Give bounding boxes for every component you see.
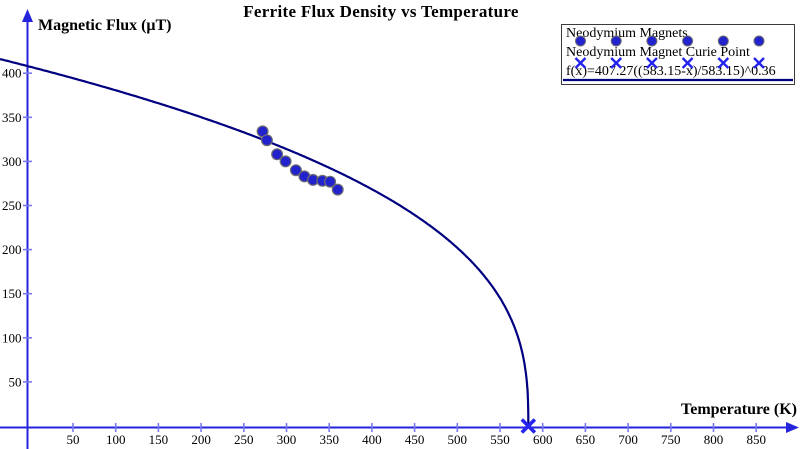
x-tick-label: 600 — [533, 432, 553, 447]
x-tick-label: 850 — [746, 432, 766, 447]
x-tick-label: 300 — [277, 432, 297, 447]
legend: Neodymium Magnets Neodymium Magnet Curie… — [561, 24, 795, 85]
y-axis-label: Magnetic Flux (μT) — [38, 17, 172, 34]
legend-circle-marker-icon — [753, 35, 765, 47]
data-point — [260, 134, 273, 147]
function-curve — [0, 58, 530, 426]
x-tick-label: 800 — [704, 432, 724, 447]
x-tick-label: 250 — [234, 432, 254, 447]
x-tick-label: 500 — [448, 432, 468, 447]
x-tick-label: 50 — [67, 432, 80, 447]
y-tick-label: 400 — [2, 66, 22, 81]
y-tick-label: 250 — [2, 198, 22, 213]
data-point — [289, 164, 302, 177]
curie-cross-icon — [520, 418, 537, 434]
data-point — [271, 148, 284, 161]
x-tick-label: 100 — [106, 432, 126, 447]
y-tick-label: 50 — [9, 374, 22, 389]
data-point — [324, 175, 337, 188]
y-tick-label: 200 — [2, 242, 22, 257]
legend-entry-function: f(x)=407.27((583.15-x)/583.15)^0.36 — [566, 64, 776, 79]
x-axis-label: Temperature (K) — [681, 401, 797, 418]
x-tick-label: 200 — [191, 432, 211, 447]
x-axis-arrow-icon — [786, 422, 799, 433]
legend-entry-magnets: Neodymium Magnets — [566, 26, 688, 41]
y-tick-label: 150 — [2, 286, 22, 301]
x-tick-label: 150 — [149, 432, 169, 447]
y-axis-arrow-icon — [22, 9, 33, 22]
legend-entry-curie-point: Neodymium Magnet Curie Point — [566, 45, 750, 60]
y-tick-label: 100 — [2, 330, 22, 345]
x-tick-label: 400 — [362, 432, 382, 447]
y-tick-label: 350 — [2, 110, 22, 125]
x-tick-label: 350 — [319, 432, 339, 447]
data-point — [331, 183, 344, 196]
y-tick-label: 300 — [2, 154, 22, 169]
x-tick-label: 450 — [405, 432, 425, 447]
x-tick-label: 750 — [661, 432, 681, 447]
chart-title: Ferrite Flux Density vs Temperature — [243, 2, 519, 21]
data-point — [279, 155, 292, 168]
x-tick-label: 700 — [618, 432, 638, 447]
x-tick-label: 650 — [576, 432, 596, 447]
x-tick-label: 550 — [490, 432, 510, 447]
